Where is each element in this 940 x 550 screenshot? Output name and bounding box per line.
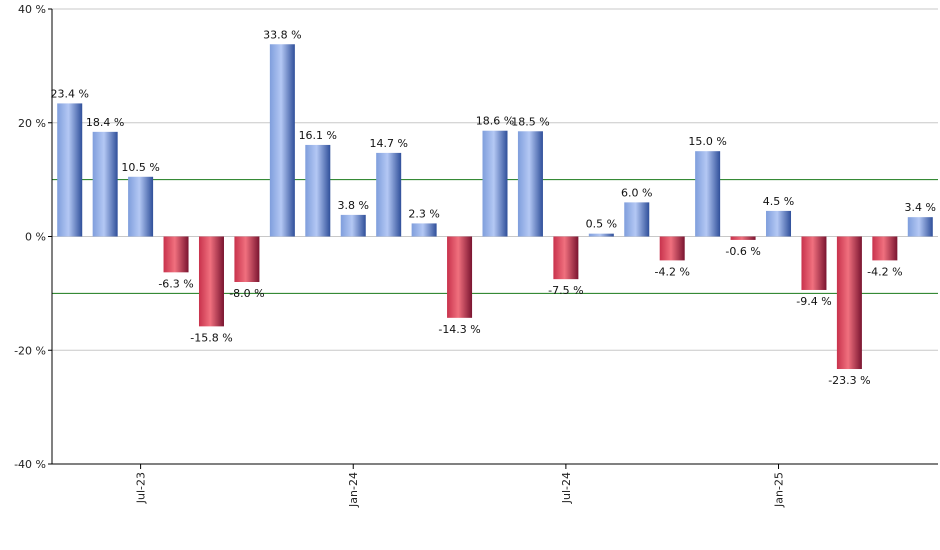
bar	[376, 152, 402, 237]
x-tick-label: Jul-23	[135, 472, 148, 504]
bar-value-label: 15.0 %	[688, 135, 726, 148]
bar	[92, 131, 118, 237]
bar	[57, 103, 83, 237]
bar	[659, 236, 685, 261]
bar-value-label: 23.4 %	[50, 87, 88, 100]
bar	[553, 236, 579, 280]
bar-value-label: -8.0 %	[229, 287, 264, 300]
bar-value-label: 3.4 %	[905, 201, 936, 214]
labels-layer: 23.4 % 18.4 % 10.5 % -6.3 % -15.8 % -8.0 % 33.…	[50, 28, 936, 387]
bar-value-label: 16.1 %	[299, 129, 337, 142]
bar-value-label: 10.5 %	[121, 161, 159, 174]
bar	[482, 130, 508, 237]
bar-value-label: 0.5 %	[586, 218, 617, 231]
bar	[907, 217, 933, 237]
bar-value-label: 33.8 %	[263, 28, 301, 41]
bar-value-label: 3.8 %	[338, 199, 369, 212]
y-tick-label: -20 %	[14, 344, 46, 357]
bar	[447, 236, 473, 318]
bar-value-label: -0.6 %	[725, 245, 760, 258]
bar-value-label: -4.2 %	[654, 265, 689, 278]
axis-layer: 40 % 20 % 0 % -20 % -40 % Jul-23 Jan-24 Jul-24 J…	[14, 3, 938, 508]
bar-value-label: 14.7 %	[369, 137, 407, 150]
bar	[411, 223, 437, 237]
bar-value-label: -9.4 %	[796, 295, 831, 308]
bar	[801, 236, 827, 290]
bar	[695, 151, 721, 237]
bar-value-label: -14.3 %	[438, 323, 480, 336]
bar	[340, 214, 366, 237]
bar-value-label: -7.5 %	[548, 284, 583, 297]
x-tick-label: Jan-25	[773, 472, 786, 508]
bar	[128, 176, 154, 237]
bar	[163, 236, 189, 273]
y-tick-label: -40 %	[14, 458, 46, 471]
bar	[234, 236, 260, 282]
bar-value-label: 6.0 %	[621, 186, 652, 199]
bars-layer	[57, 44, 933, 370]
bar-value-label: 18.6 %	[476, 115, 514, 128]
y-tick-label: 0 %	[25, 231, 46, 244]
bar	[588, 233, 614, 237]
bar-value-label: 18.5 %	[511, 115, 549, 128]
x-tick-label: Jan-24	[347, 472, 360, 508]
bar	[766, 210, 792, 237]
bar	[269, 44, 295, 237]
bar-value-label: -15.8 %	[190, 331, 232, 344]
bar	[836, 236, 862, 370]
bar-value-label: -23.3 %	[828, 374, 870, 387]
bar-value-label: 18.4 %	[86, 116, 124, 129]
bar-value-label: 4.5 %	[763, 195, 794, 208]
bar	[730, 236, 756, 240]
bar-value-label: -6.3 %	[158, 277, 193, 290]
bar	[305, 144, 331, 237]
bar	[872, 236, 898, 261]
bar-value-label: -4.2 %	[867, 265, 902, 278]
bar	[624, 202, 650, 237]
y-tick-label: 40 %	[18, 3, 46, 16]
bar	[517, 131, 543, 237]
y-tick-label: 20 %	[18, 117, 46, 130]
x-tick-label: Jul-24	[560, 472, 573, 504]
bar-value-label: 2.3 %	[408, 207, 439, 220]
bar	[198, 236, 224, 327]
